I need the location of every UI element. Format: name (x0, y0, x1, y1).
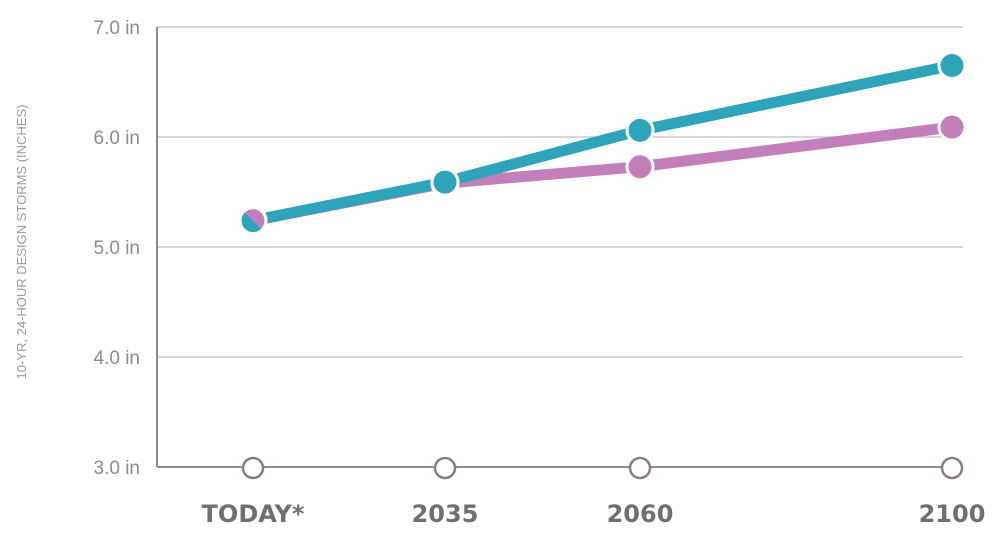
series-2-point-2060 (625, 115, 655, 145)
x-category-label: 2100 (919, 500, 986, 528)
x-marker-TODAY* (241, 456, 265, 480)
y-tick-label: 7.0 in (94, 18, 140, 39)
series-2-point-2035 (430, 167, 460, 197)
x-category-markers (241, 456, 964, 480)
series-1-point-2060 (625, 152, 655, 182)
x-category-labels: TODAY* 2035 2060 2100 (202, 500, 986, 528)
x-marker-2060 (628, 456, 652, 480)
series-2-point-2100 (937, 51, 967, 80)
gridlines (157, 26, 963, 358)
y-axis-title: 10-YR, 24-HOUR DESIGN STORMS (INCHES) (14, 105, 29, 380)
x-marker-2100 (940, 456, 964, 480)
y-tick-label: 6.0 in (94, 128, 140, 149)
y-tick-label: 5.0 in (94, 238, 140, 259)
start-point-outline (238, 206, 268, 236)
series-1-point-2100 (937, 112, 967, 142)
x-category-label: TODAY* (202, 500, 305, 528)
shared-start-point (238, 206, 268, 236)
axes (156, 27, 963, 468)
start-point-teal-half (240, 211, 263, 234)
y-tick-label: 3.0 in (94, 458, 140, 479)
y-tick-label: 4.0 in (94, 348, 140, 369)
x-category-label: 2035 (412, 500, 479, 528)
x-marker-2035 (433, 456, 457, 480)
series-line-2 (247, 60, 958, 227)
y-tick-labels: 3.0 in 4.0 in 5.0 in 6.0 in 7.0 in (94, 18, 140, 479)
x-category-label: 2060 (607, 500, 674, 528)
series-lines (238, 51, 967, 236)
